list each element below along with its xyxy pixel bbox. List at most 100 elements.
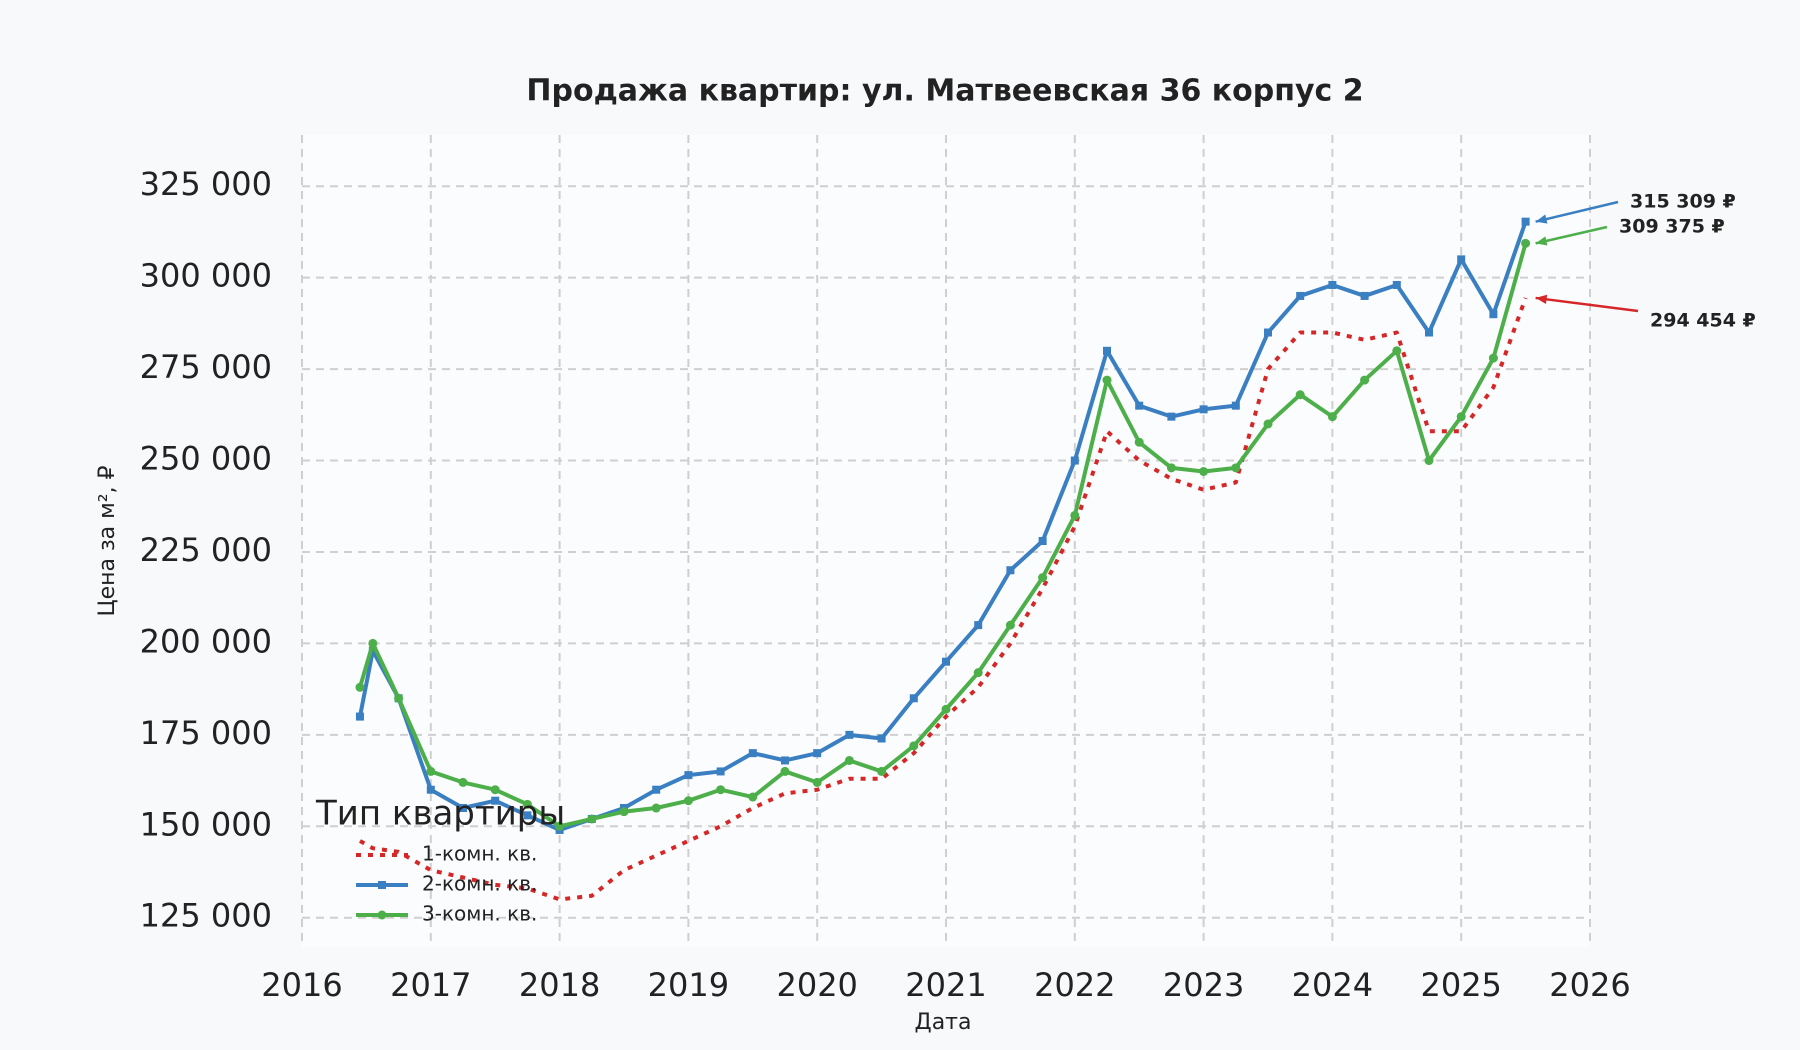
marker	[652, 785, 661, 794]
x-tick-label: 2018	[519, 966, 600, 1004]
legend-title: Тип квартиры	[315, 794, 565, 834]
marker	[1360, 375, 1370, 385]
marker	[619, 807, 629, 817]
marker	[1263, 419, 1273, 429]
y-tick-label: 325 000	[140, 165, 272, 203]
annotation-arrowhead	[1535, 236, 1548, 246]
marker	[1166, 463, 1176, 473]
marker	[684, 771, 693, 780]
legend-marker	[378, 881, 386, 889]
x-tick-label: 2016	[261, 966, 342, 1004]
marker	[716, 785, 726, 795]
marker	[1006, 566, 1015, 575]
marker	[1392, 280, 1401, 289]
marker	[1135, 401, 1144, 410]
annotation-arrowhead	[1535, 214, 1548, 224]
marker	[1521, 217, 1530, 226]
annotation-arrowhead	[1535, 294, 1548, 304]
marker	[1070, 456, 1079, 465]
marker	[1103, 346, 1111, 355]
chart-title: Продажа квартир: ул. Матвеевская 36 корп…	[526, 74, 1363, 109]
marker	[813, 749, 822, 758]
x-axis-label: Дата	[915, 1010, 972, 1035]
x-tick-label: 2026	[1549, 966, 1630, 1004]
marker	[1295, 390, 1305, 400]
series-line	[358, 242, 1528, 829]
marker	[812, 777, 822, 787]
annotation: 309 375 ₽	[1619, 216, 1725, 238]
series-line	[357, 220, 1528, 832]
x-tick-label: 2023	[1163, 966, 1244, 1004]
legend-label: 1-комн. кв.	[422, 842, 537, 866]
y-tick-label: 300 000	[140, 257, 272, 295]
marker	[942, 657, 950, 666]
x-tick-label: 2025	[1420, 966, 1501, 1004]
marker	[973, 668, 983, 678]
y-tick-label: 225 000	[140, 531, 272, 569]
x-tick-label: 2017	[390, 966, 471, 1004]
annotation-arrow	[1535, 296, 1639, 313]
y-tick-label: 200 000	[140, 622, 272, 660]
marker	[1425, 328, 1433, 337]
marker	[1038, 537, 1047, 545]
marker	[491, 796, 500, 805]
marker	[1005, 620, 1015, 630]
marker	[1521, 238, 1531, 248]
marker	[522, 799, 532, 809]
y-tick-label: 250 000	[140, 440, 272, 478]
y-tick-label: 275 000	[140, 348, 272, 386]
marker	[368, 638, 378, 648]
marker	[1038, 573, 1048, 583]
marker	[1296, 291, 1305, 300]
marker	[1488, 353, 1498, 363]
marker	[1199, 467, 1209, 477]
marker	[941, 704, 951, 714]
y-axis-label: Цена за м², ₽	[95, 465, 120, 616]
marker	[1489, 310, 1498, 319]
marker	[1457, 255, 1466, 264]
marker	[458, 777, 468, 787]
marker	[844, 755, 854, 765]
marker	[877, 766, 887, 776]
marker	[974, 621, 983, 630]
annotation: 294 454 ₽	[1650, 310, 1756, 332]
annotation: 315 309 ₽	[1630, 191, 1736, 213]
marker	[368, 646, 377, 655]
marker	[1231, 401, 1240, 410]
marker	[555, 821, 565, 831]
marker	[1328, 280, 1337, 289]
marker	[683, 796, 693, 806]
x-tick-label: 2024	[1292, 966, 1373, 1004]
marker	[1264, 328, 1272, 337]
marker	[426, 785, 435, 794]
x-tick-label: 2021	[905, 966, 986, 1004]
marker	[1102, 375, 1112, 385]
marker	[523, 811, 532, 820]
marker	[1360, 291, 1369, 300]
marker	[1424, 456, 1434, 466]
marker	[459, 804, 467, 813]
legend-label: 3-комн. кв.	[422, 902, 537, 926]
marker	[1392, 346, 1402, 356]
marker	[355, 712, 364, 721]
y-tick-label: 125 000	[140, 897, 272, 935]
annotation-arrow	[1535, 225, 1608, 245]
marker	[716, 767, 725, 776]
marker	[909, 741, 919, 751]
marker	[781, 756, 789, 765]
marker	[1070, 510, 1080, 520]
y-tick-label: 175 000	[140, 714, 272, 752]
marker	[909, 694, 918, 703]
marker	[1134, 437, 1144, 447]
marker	[1167, 412, 1176, 421]
y-tick-label: 150 000	[140, 805, 272, 843]
marker	[780, 766, 790, 776]
marker	[1456, 412, 1466, 422]
marker	[651, 803, 661, 813]
legend-marker	[377, 910, 387, 920]
x-tick-label: 2022	[1034, 966, 1115, 1004]
marker	[1327, 412, 1337, 422]
marker	[355, 682, 365, 692]
marker	[394, 693, 404, 703]
